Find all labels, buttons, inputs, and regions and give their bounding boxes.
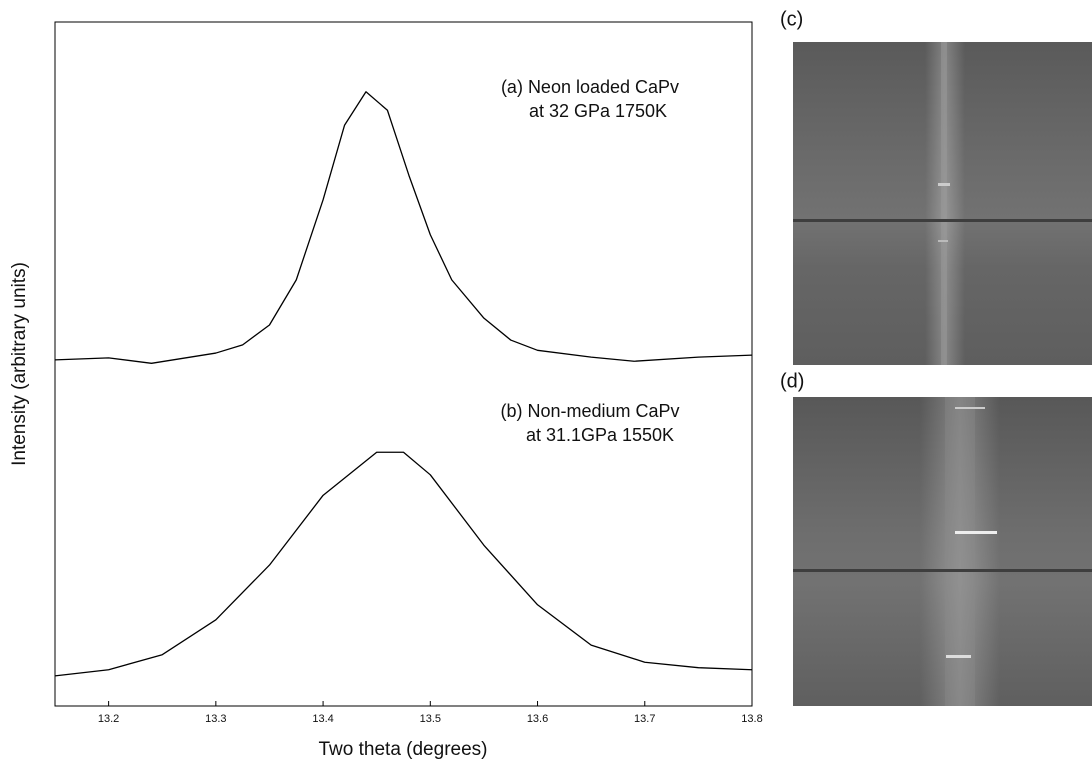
detector-image-d — [793, 397, 1092, 706]
x-tick-label: 13.8 — [741, 713, 762, 725]
plot-frame — [54, 21, 753, 707]
x-tick-label: 13.7 — [634, 713, 655, 725]
detector-image-c — [793, 42, 1092, 365]
x-tick-label: 13.6 — [527, 713, 548, 725]
x-axis-label: Two theta (degrees) — [319, 739, 488, 760]
x-tick-label: 13.3 — [205, 713, 226, 725]
annotation: at 31.1GPa 1550K — [526, 425, 674, 445]
panel-label: (d) — [780, 370, 804, 392]
annotation: (a) Neon loaded CaPv — [501, 77, 679, 97]
annotation: (b) Non-medium CaPv — [500, 401, 679, 421]
annotation: at 32 GPa 1750K — [529, 101, 667, 121]
x-tick-label: 13.5 — [420, 713, 441, 725]
curve — [54, 451, 753, 677]
x-tick-label: 13.4 — [312, 713, 333, 725]
curve — [54, 91, 753, 364]
x-tick-label: 13.2 — [98, 713, 119, 725]
y-axis-label: Intensity (arbitrary units) — [9, 262, 30, 466]
panel-label: (c) — [780, 8, 803, 30]
